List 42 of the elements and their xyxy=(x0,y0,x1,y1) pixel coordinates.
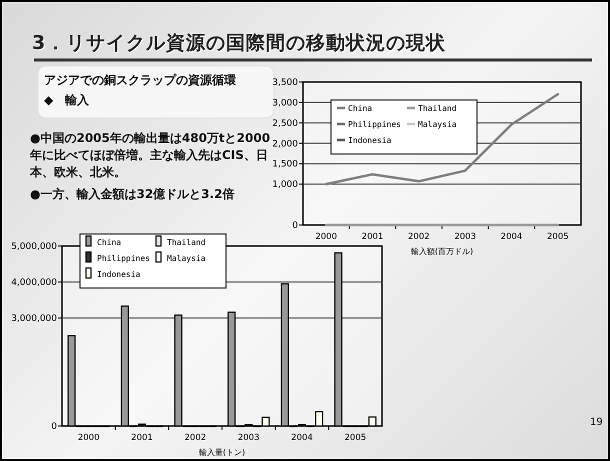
x-tick-label: 2000 xyxy=(315,232,337,242)
x-axis-title: 輸入額(百万ドル) xyxy=(410,247,474,256)
legend-label: China xyxy=(348,104,372,113)
x-tick-label: 2001 xyxy=(131,433,153,443)
x-tick-label: 2005 xyxy=(547,232,569,242)
text: ◆ 輸入 xyxy=(44,93,90,107)
y-tick-label: 5,000,000 xyxy=(11,242,58,252)
y-tick-label: 0 xyxy=(51,422,58,432)
y-tick-label: 2,000 xyxy=(272,139,298,150)
text: ●一方、輸入金額は32億ドルと3.2倍 xyxy=(30,187,234,201)
y-tick-label: 2,500 xyxy=(272,118,298,129)
y-tick-label: 3,000 xyxy=(272,98,298,108)
legend-label: Malaysia xyxy=(418,120,457,129)
legend-label: China xyxy=(97,238,122,247)
text: アジアでの銅スクラップの資源循環 xyxy=(44,73,236,87)
legend-label: Philippines xyxy=(348,120,402,129)
text: 3．リサイクル資源の国際間の移動状況の現状 xyxy=(32,31,446,56)
line-series xyxy=(324,93,560,186)
legend-label: Thailand xyxy=(167,238,206,247)
x-tick-label: 2005 xyxy=(344,433,366,443)
y-tick-label: 0 xyxy=(292,221,298,231)
text: 19 xyxy=(590,417,603,428)
y-tick-label: 3,500 xyxy=(272,78,298,88)
y-tick-label: 1,000 xyxy=(272,180,298,190)
x-axis-title: 輸入量(トン) xyxy=(198,448,246,457)
y-tick-label: 3,000,000 xyxy=(11,314,58,324)
y-tick-label: 4,000,000 xyxy=(11,278,58,288)
text: ●中国の2005年の輸出量は480万tと2000年に比べてほぼ倍増。主な輸入先はCIS、日本、欧米、北米。 xyxy=(30,131,270,179)
x-tick-label: 2004 xyxy=(291,433,313,443)
legend-label: Thailand xyxy=(418,104,457,113)
x-tick-label: 2003 xyxy=(238,433,260,443)
x-tick-label: 2002 xyxy=(184,433,206,443)
y-tick-label: 1,500 xyxy=(272,160,298,170)
legend-label: Malaysia xyxy=(167,254,206,263)
x-tick-label: 2003 xyxy=(454,232,476,242)
x-tick-label: 2001 xyxy=(362,232,384,242)
x-tick-label: 2004 xyxy=(500,232,522,242)
legend-label: Indonesia xyxy=(97,270,141,279)
legend-label: Indonesia xyxy=(348,136,392,145)
legend-label: Philippines xyxy=(97,254,150,263)
x-tick-label: 2002 xyxy=(408,232,430,242)
x-tick-label: 2000 xyxy=(78,433,100,443)
